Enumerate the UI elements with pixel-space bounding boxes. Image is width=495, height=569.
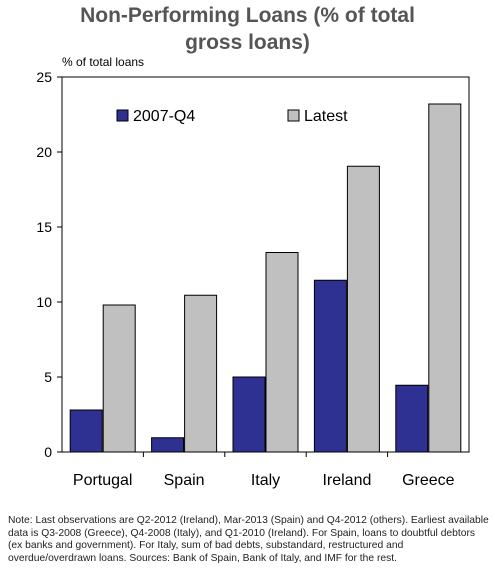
bar-ireland-2007-q4 — [313, 279, 347, 453]
x-tick-label-portugal: Portugal — [73, 472, 133, 489]
bar-portugal-latest — [102, 304, 136, 453]
x-tick-label-italy: Italy — [251, 472, 280, 489]
bar-ireland-latest — [346, 165, 380, 453]
bar-italy-latest — [265, 252, 299, 453]
y-tick-label: 25 — [36, 69, 52, 85]
y-axis-label: % of total loans — [62, 55, 144, 69]
x-tick-label-spain: Spain — [164, 472, 205, 489]
bar-greece-latest — [428, 103, 462, 453]
chart-title: Non-Performing Loans (% of total gross l… — [0, 2, 495, 56]
y-tick-label: 0 — [44, 444, 52, 460]
y-tick-label: 20 — [36, 144, 52, 160]
bar-portugal-2007-q4 — [69, 409, 103, 453]
legend-label: Latest — [304, 108, 348, 125]
bar-italy-2007-q4 — [232, 376, 266, 453]
x-tick-label-greece: Greece — [402, 472, 455, 489]
bar-chart: % of total loans 0 5 10 15 20 25 Portugal Spain I… — [36, 55, 470, 489]
chart-title-line-1: Non-Performing Loans (% of total — [80, 4, 415, 27]
y-tick-label: 5 — [44, 369, 52, 385]
bar-spain-2007-q4 — [151, 437, 185, 453]
legend-swatch-2007-q4 — [116, 109, 129, 122]
x-tick-label-ireland: Ireland — [322, 472, 371, 489]
legend-label: 2007-Q4 — [133, 108, 195, 125]
legend-swatch-latest — [287, 109, 300, 122]
footnote: Note: Last observations are Q2-2012 (Ire… — [8, 515, 489, 564]
bar-spain-latest — [184, 294, 218, 453]
y-tick-label: 10 — [36, 294, 52, 310]
y-tick-label: 15 — [36, 219, 52, 235]
bar-greece-2007-q4 — [395, 384, 429, 453]
chart-title-line-2: gross loans) — [185, 31, 310, 54]
